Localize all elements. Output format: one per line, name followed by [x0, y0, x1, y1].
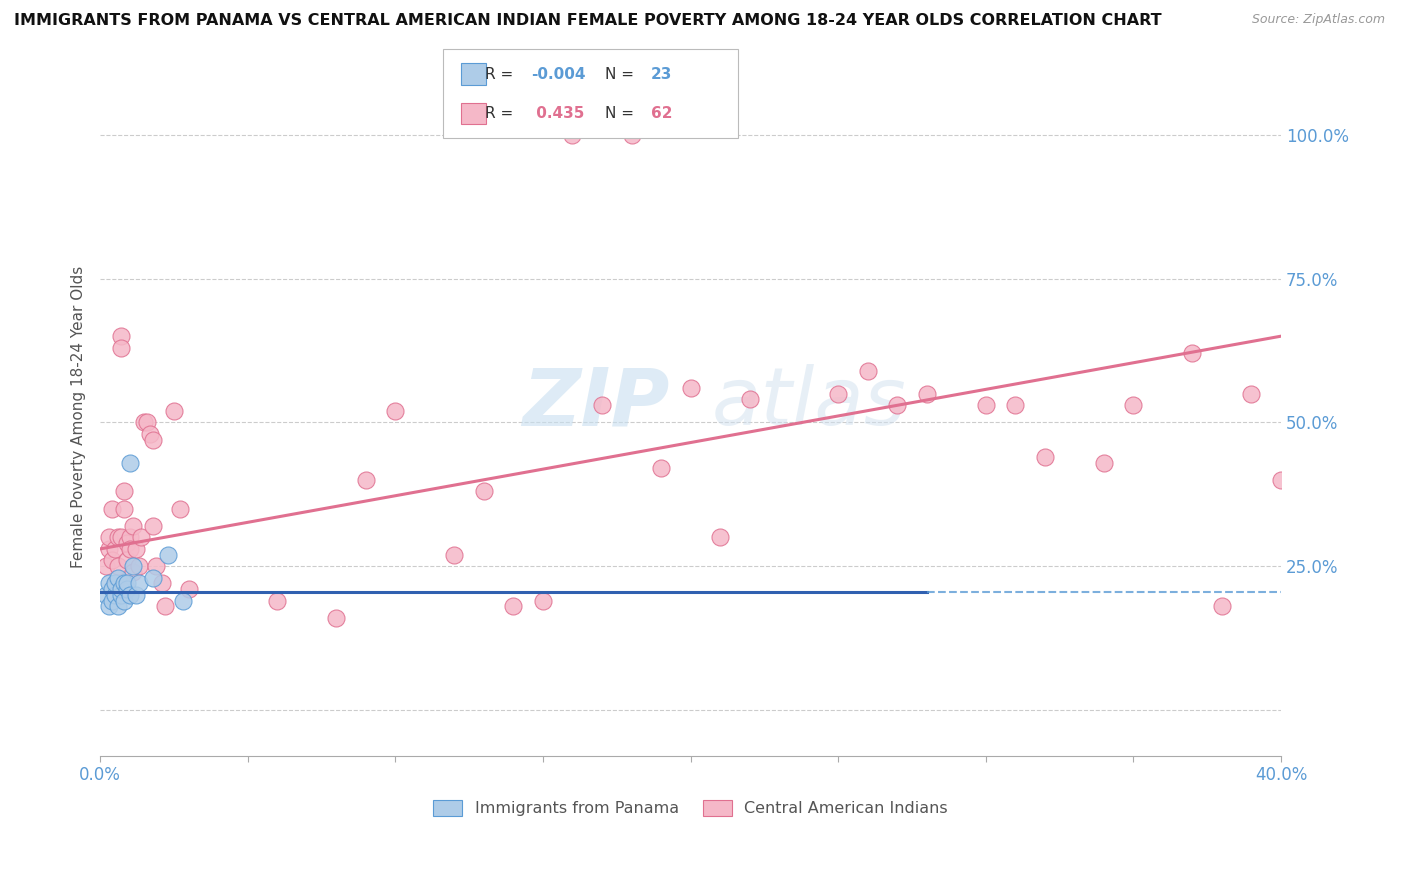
Point — [131, 530, 153, 544]
Point — [115, 576, 138, 591]
Point — [157, 548, 180, 562]
Point — [153, 599, 176, 614]
Point — [142, 519, 165, 533]
Point — [112, 576, 135, 591]
Point — [827, 386, 849, 401]
Point — [112, 593, 135, 607]
Point — [472, 484, 495, 499]
Point — [177, 582, 200, 597]
Point — [121, 565, 143, 579]
Point — [121, 519, 143, 533]
Point — [118, 541, 141, 556]
Point — [163, 404, 186, 418]
Point — [679, 381, 702, 395]
Point — [886, 398, 908, 412]
Point — [110, 582, 132, 597]
Point — [620, 128, 643, 142]
Point — [142, 433, 165, 447]
Point — [1092, 456, 1115, 470]
Point — [107, 559, 129, 574]
Point — [856, 364, 879, 378]
Text: R =: R = — [485, 67, 519, 81]
Point — [169, 501, 191, 516]
Text: Source: ZipAtlas.com: Source: ZipAtlas.com — [1251, 13, 1385, 27]
Point — [136, 416, 159, 430]
Point — [1270, 473, 1292, 487]
Point — [915, 386, 938, 401]
Point — [384, 404, 406, 418]
Point — [115, 536, 138, 550]
Point — [118, 456, 141, 470]
Point — [591, 398, 613, 412]
Point — [118, 588, 141, 602]
Point — [104, 576, 127, 591]
Point — [650, 461, 672, 475]
Point — [128, 559, 150, 574]
Point — [266, 593, 288, 607]
Point — [115, 553, 138, 567]
Text: 23: 23 — [651, 67, 672, 81]
Text: 0.435: 0.435 — [531, 106, 585, 120]
Point — [531, 593, 554, 607]
Text: -0.004: -0.004 — [531, 67, 586, 81]
Point — [443, 548, 465, 562]
Point — [94, 588, 117, 602]
Point — [107, 530, 129, 544]
Legend: Immigrants from Panama, Central American Indians: Immigrants from Panama, Central American… — [427, 793, 955, 822]
Point — [104, 541, 127, 556]
Point — [124, 588, 146, 602]
Point — [974, 398, 997, 412]
Point — [128, 576, 150, 591]
Point — [1033, 450, 1056, 464]
Point — [738, 392, 761, 407]
Point — [98, 576, 121, 591]
Point — [709, 530, 731, 544]
Point — [145, 559, 167, 574]
Point — [110, 530, 132, 544]
Point — [112, 484, 135, 499]
Point — [139, 426, 162, 441]
Point — [150, 576, 173, 591]
Text: N =: N = — [605, 106, 638, 120]
Text: atlas: atlas — [711, 364, 905, 442]
Y-axis label: Female Poverty Among 18-24 Year Olds: Female Poverty Among 18-24 Year Olds — [72, 266, 86, 568]
Point — [110, 588, 132, 602]
Point — [1240, 386, 1263, 401]
Text: IMMIGRANTS FROM PANAMA VS CENTRAL AMERICAN INDIAN FEMALE POVERTY AMONG 18-24 YEA: IMMIGRANTS FROM PANAMA VS CENTRAL AMERIC… — [14, 13, 1161, 29]
Point — [354, 473, 377, 487]
Point — [115, 582, 138, 597]
Point — [104, 588, 127, 602]
Point — [110, 329, 132, 343]
Point — [110, 341, 132, 355]
Point — [134, 416, 156, 430]
Point — [107, 599, 129, 614]
Point — [121, 559, 143, 574]
Point — [502, 599, 524, 614]
Text: 62: 62 — [651, 106, 672, 120]
Point — [561, 128, 583, 142]
Point — [101, 553, 124, 567]
Point — [1211, 599, 1233, 614]
Point — [98, 530, 121, 544]
Point — [98, 599, 121, 614]
Point — [112, 501, 135, 516]
Point — [1122, 398, 1144, 412]
Point — [172, 593, 194, 607]
Point — [101, 501, 124, 516]
Point — [101, 593, 124, 607]
Text: R =: R = — [485, 106, 519, 120]
Point — [142, 571, 165, 585]
Point — [1004, 398, 1026, 412]
Point — [118, 530, 141, 544]
Point — [104, 576, 127, 591]
Text: ZIP: ZIP — [523, 364, 669, 442]
Point — [325, 611, 347, 625]
Point — [124, 541, 146, 556]
Point — [98, 541, 121, 556]
Point — [1181, 346, 1204, 360]
Text: N =: N = — [605, 67, 638, 81]
Point — [101, 582, 124, 597]
Point — [107, 571, 129, 585]
Point — [94, 559, 117, 574]
